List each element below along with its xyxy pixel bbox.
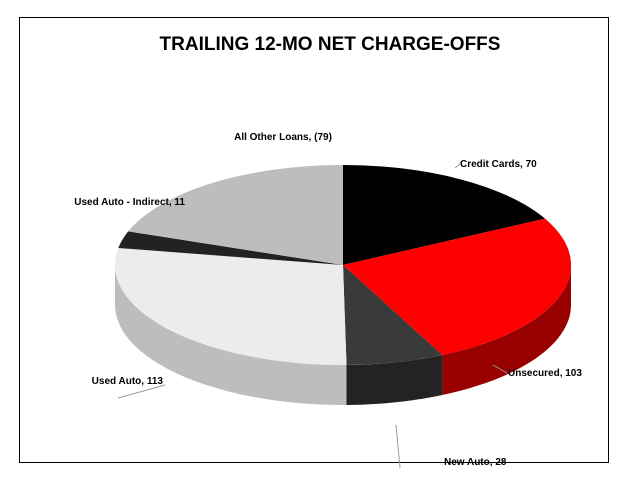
label-value: 70	[526, 159, 538, 170]
data-label: Used Auto, 113	[92, 376, 164, 387]
data-label: Unsecured, 103	[508, 368, 582, 379]
slice-side	[346, 355, 443, 405]
leader-line	[454, 163, 461, 169]
label-separator: ,	[141, 376, 147, 387]
data-label: New Auto, 28	[444, 457, 507, 468]
label-separator: ,	[309, 132, 315, 143]
slice-side	[442, 265, 571, 395]
data-label: Used Auto - Indirect, 11	[74, 197, 185, 208]
leader-line	[117, 384, 166, 399]
label-category: New Auto	[444, 457, 490, 468]
slice	[343, 218, 572, 355]
slice	[118, 231, 343, 265]
label-value: 113	[147, 376, 164, 387]
label-category: Credit Cards	[460, 159, 520, 170]
data-label: Credit Cards, 70	[460, 159, 537, 170]
label-category: Used Auto	[92, 376, 142, 387]
label-separator: ,	[560, 368, 566, 379]
label-category: All Other Loans	[234, 132, 309, 143]
slice	[343, 265, 443, 365]
slice	[114, 248, 347, 366]
chart-title: TRAILING 12-MO NET CHARGE-OFFS	[160, 34, 501, 55]
label-separator: ,	[520, 159, 526, 170]
leader-line	[492, 364, 508, 374]
label-separator: ,	[169, 197, 175, 208]
label-category: Unsecured	[508, 368, 560, 379]
pie	[114, 165, 572, 405]
slice	[343, 165, 545, 265]
data-label: All Other Loans, (79)	[234, 132, 332, 143]
label-category: Used Auto - Indirect	[74, 197, 169, 208]
label-value: (79)	[314, 132, 332, 143]
label-separator: ,	[490, 457, 496, 468]
slice-side	[115, 265, 347, 405]
label-value: 11	[174, 197, 185, 208]
label-value: 28	[495, 457, 507, 468]
labels: Credit Cards, 70 Unsecured, 103 New Auto, …	[74, 132, 582, 469]
label-value: 103	[565, 368, 582, 379]
slice	[128, 165, 343, 265]
leader-line	[395, 424, 401, 469]
